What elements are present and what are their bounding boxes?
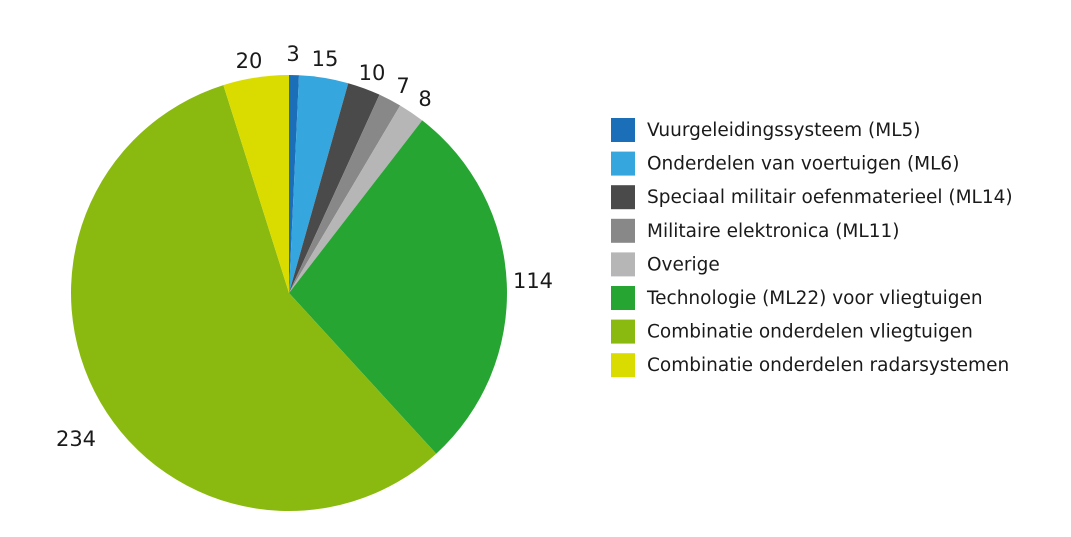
pie-slice-7 — [70, 85, 437, 511]
legend: Vuurgeleidingssysteem (ML5) Onderdelen va… — [611, 118, 1013, 378]
data-label-5: 8 — [418, 87, 431, 111]
pie-slices — [70, 75, 508, 511]
legend-swatch-1 — [611, 118, 635, 142]
legend-label-5: Overige — [647, 254, 720, 275]
legend-swatch-5 — [611, 252, 635, 277]
legend-swatch-8 — [611, 353, 635, 378]
pie-slice-5 — [289, 105, 423, 293]
legend-swatch-6 — [611, 286, 635, 310]
data-label-6: 114 — [513, 269, 553, 293]
pie-data-labels: 3 15 10 78 114 234 20 — [56, 42, 553, 451]
legend-swatch-3 — [611, 185, 635, 210]
pie-slice-1 — [289, 75, 299, 293]
legend-swatch-4 — [611, 218, 635, 243]
data-label-2: 15 — [312, 47, 339, 71]
data-label-7: 234 — [56, 427, 96, 451]
legend-label-2: Onderdelen van voertuigen (ML6) — [647, 154, 959, 175]
data-label-1: 3 — [286, 42, 299, 66]
legend-label-6: Technologie (ML22) voor vliegtuigen — [646, 288, 983, 309]
data-label-3: 10 — [359, 61, 386, 85]
pie-slice-3 — [289, 83, 380, 293]
legend-label-7: Combinatie onderdelen vliegtuigen — [647, 322, 973, 343]
pie-slice-8 — [223, 75, 289, 293]
pie-slice-2 — [289, 75, 349, 293]
legend-swatch-7 — [611, 319, 635, 344]
legend-swatch-2 — [611, 151, 635, 176]
pie-slice-6 — [289, 120, 508, 454]
legend-label-4: Militaire elektronica (ML11) — [647, 221, 899, 242]
legend-label-3: Speciaal militair oefenmaterieel (ML14) — [647, 187, 1013, 208]
legend-label-8: Combinatie onderdelen radarsystemen — [647, 355, 1009, 376]
pie-slice-4 — [289, 94, 401, 293]
legend-label-1: Vuurgeleidingssysteem (ML5) — [647, 120, 921, 141]
data-label-8: 20 — [236, 49, 263, 73]
data-label-4: 7 — [396, 74, 409, 98]
